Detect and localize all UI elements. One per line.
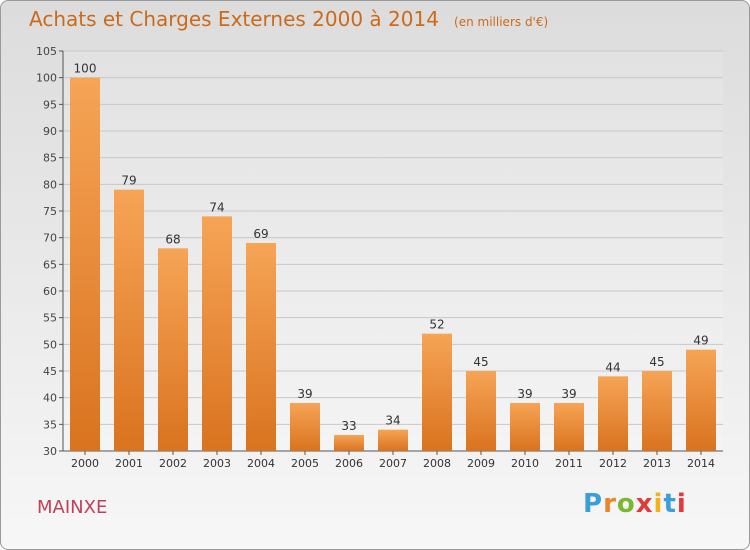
brand-letter: r (603, 489, 617, 519)
brand-letter: x (635, 489, 654, 519)
x-tick-label-2001: 2001 (115, 457, 143, 470)
brand-letter: i (653, 489, 664, 519)
y-tick-label: 35 (43, 418, 57, 431)
bar-2007 (378, 429, 408, 451)
bar-2009 (466, 371, 496, 451)
y-tick-label: 40 (43, 392, 57, 405)
x-tick-label-2010: 2010 (511, 457, 539, 470)
bar-2010 (510, 403, 540, 451)
x-tick-label-2006: 2006 (335, 457, 363, 470)
bar-2005 (290, 403, 320, 451)
x-tick-label-2000: 2000 (71, 457, 99, 470)
y-tick-label: 65 (43, 258, 57, 271)
y-tick-label: 85 (43, 152, 57, 165)
data-label-2000: 100 (74, 62, 97, 76)
x-tick-label-2004: 2004 (247, 457, 275, 470)
data-label-2013: 45 (649, 355, 664, 369)
data-label-2012: 44 (605, 360, 620, 374)
x-tick-label-2009: 2009 (467, 457, 495, 470)
data-label-2002: 68 (165, 232, 180, 246)
bar-2012 (598, 376, 628, 451)
bar-2006 (334, 435, 364, 451)
y-tick-label: 90 (43, 125, 57, 138)
y-tick-label: 60 (43, 285, 57, 298)
location-label: MAINXE (37, 497, 108, 518)
x-tick-label-2005: 2005 (291, 457, 319, 470)
x-tick-label-2007: 2007 (379, 457, 407, 470)
y-tick-label: 70 (43, 232, 57, 245)
x-tick-label-2003: 2003 (203, 457, 231, 470)
y-tick-label: 30 (43, 445, 57, 458)
data-label-2005: 39 (297, 387, 312, 401)
data-label-2007: 34 (385, 414, 400, 428)
x-tick-label-2013: 2013 (643, 457, 671, 470)
data-label-2014: 49 (693, 334, 708, 348)
y-tick-label: 45 (43, 365, 57, 378)
brand-letter: t (663, 489, 677, 519)
x-tick-label-2011: 2011 (555, 457, 583, 470)
bar-2011 (554, 403, 584, 451)
y-tick-label: 80 (43, 178, 57, 191)
x-tick-label-2014: 2014 (687, 457, 715, 470)
title-row: Achats et Charges Externes 2000 à 2014 (… (29, 7, 548, 31)
chart-unit: (en milliers d'€) (454, 15, 549, 29)
brand-letter: P (583, 489, 604, 519)
data-label-2011: 39 (561, 387, 576, 401)
bar-2003 (202, 216, 232, 451)
y-tick-label: 105 (36, 45, 57, 58)
x-tick-label-2008: 2008 (423, 457, 451, 470)
proxiti-logo: Proxiti (583, 489, 687, 519)
data-label-2006: 33 (341, 419, 356, 433)
bar-2000 (70, 77, 100, 452)
x-tick-label-2002: 2002 (159, 457, 187, 470)
data-label-2010: 39 (517, 387, 532, 401)
bar-2008 (422, 333, 452, 451)
data-label-2009: 45 (473, 355, 488, 369)
bar-2014 (686, 349, 716, 451)
bar-2013 (642, 371, 672, 451)
y-tick-label: 55 (43, 312, 57, 325)
bar-2001 (114, 189, 144, 451)
brand-letter: i (676, 489, 687, 519)
y-tick-label: 75 (43, 205, 57, 218)
data-label-2003: 74 (209, 200, 224, 214)
bar-2004 (246, 243, 276, 451)
chart-title: Achats et Charges Externes 2000 à 2014 (29, 7, 439, 31)
data-label-2008: 52 (429, 318, 444, 332)
bar-2002 (158, 248, 188, 451)
y-tick-label: 100 (36, 72, 57, 85)
x-tick-label-2012: 2012 (599, 457, 627, 470)
brand-letter: o (616, 489, 636, 519)
y-tick-label: 50 (43, 338, 57, 351)
data-label-2004: 69 (253, 227, 268, 241)
y-tick-label: 95 (43, 98, 57, 111)
data-label-2001: 79 (121, 174, 136, 188)
